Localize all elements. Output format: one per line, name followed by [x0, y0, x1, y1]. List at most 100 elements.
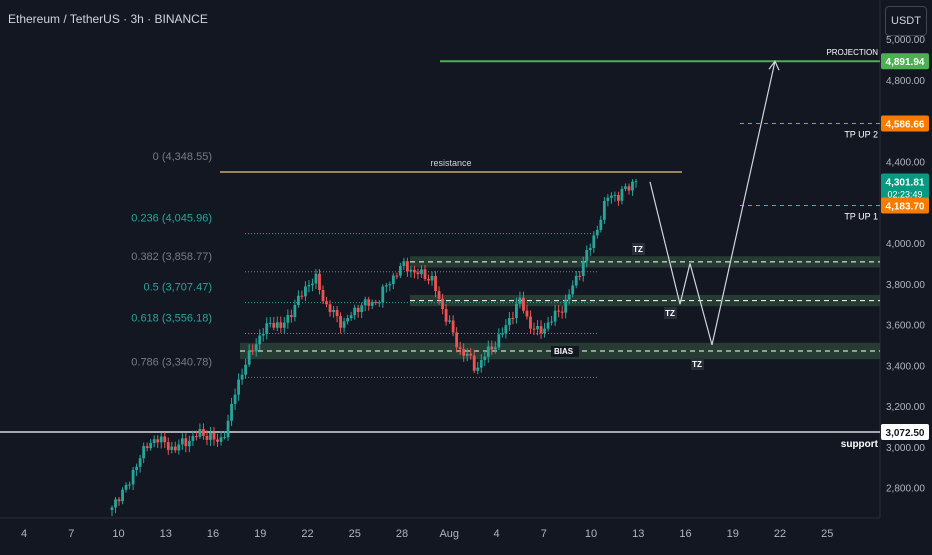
candle-body: [539, 326, 543, 334]
tz-label-bg: [691, 358, 704, 370]
candle-body: [522, 297, 525, 311]
candle-body: [307, 285, 311, 287]
candle-body: [268, 322, 272, 324]
candle-body: [497, 334, 501, 348]
y-tick-label: 2,800.00: [886, 484, 925, 495]
candle-body: [483, 356, 487, 361]
x-tick-label: 4: [493, 528, 499, 540]
candle-body: [486, 346, 490, 357]
candle-body: [437, 291, 441, 299]
candle-body: [212, 432, 216, 440]
candle-body: [588, 248, 592, 251]
candle-body: [349, 315, 353, 319]
tz-label: TZ: [665, 309, 675, 318]
candle-body: [332, 310, 335, 313]
candle-body: [606, 197, 610, 201]
fib-label: 0.236 (4,045.96): [131, 213, 212, 225]
candle-body: [413, 269, 416, 273]
candle-body: [578, 275, 582, 277]
candle-body: [240, 374, 244, 380]
candle-body: [472, 355, 476, 371]
candle-body: [363, 299, 367, 306]
candle-body: [353, 307, 357, 316]
candle-body: [602, 200, 606, 220]
candle-body: [289, 315, 293, 318]
projection-arrow-icon: [768, 60, 780, 71]
candle-body: [553, 310, 557, 322]
candle-body: [416, 272, 420, 275]
candle-body: [138, 458, 142, 467]
y-tick-label: 3,600.00: [886, 321, 925, 332]
y-tick-label: 5,000.00: [886, 35, 925, 46]
candle-body: [511, 318, 515, 320]
candle-body: [493, 347, 497, 350]
y-tick-label: 3,000.00: [886, 443, 925, 454]
candle-body: [233, 394, 237, 404]
candle-body: [536, 326, 539, 330]
candle-body: [567, 294, 571, 300]
price-badge-label: 4,586.66: [886, 119, 925, 130]
candle-body: [507, 318, 511, 326]
price-badge: [881, 424, 929, 441]
candle-body: [166, 442, 170, 450]
candle-body: [398, 266, 402, 276]
candle-body: [187, 440, 191, 447]
x-tick-label: 22: [301, 528, 313, 540]
candle-body: [318, 273, 321, 291]
candle-body: [585, 250, 589, 262]
currency-button[interactable]: USDT: [885, 6, 927, 36]
candle-body: [504, 325, 508, 334]
candle-body: [609, 195, 613, 198]
candle-body: [128, 484, 131, 486]
candle-body: [279, 322, 283, 328]
candle-body: [500, 333, 504, 335]
projection-path: [649, 61, 776, 346]
candle-body: [444, 308, 448, 322]
x-tick-label: 25: [821, 528, 833, 540]
candle-body: [620, 188, 624, 201]
tz-label-bg: [664, 307, 677, 319]
candle-body: [142, 446, 146, 459]
price-badge-label: 3,072.50: [886, 428, 925, 439]
candle-body: [272, 322, 276, 328]
candle-body: [117, 499, 121, 502]
candle-body: [441, 298, 444, 309]
candle-body: [423, 269, 427, 279]
x-tick-label: 7: [68, 528, 74, 540]
candle-body: [170, 446, 174, 450]
candle-body: [314, 273, 318, 284]
candle-body: [624, 186, 627, 189]
candle-body: [145, 446, 149, 449]
candle-body: [574, 275, 578, 286]
tz-label: TZ: [692, 360, 702, 369]
candle-body: [230, 403, 233, 421]
candle-body: [177, 444, 181, 451]
candle-body: [237, 379, 241, 395]
candle-body: [360, 305, 364, 313]
candle-body: [374, 301, 378, 303]
fib-label: 0.382 (3,858.77): [131, 251, 212, 263]
candle-body: [550, 321, 553, 323]
candle-body: [525, 310, 529, 317]
fib-label: 0.618 (3,556.18): [131, 312, 212, 324]
x-tick-label: 13: [632, 528, 644, 540]
candle-body: [325, 301, 328, 305]
support-label: support: [841, 439, 879, 450]
candle-body: [219, 437, 223, 442]
candle-body: [546, 322, 550, 329]
candle-body: [293, 304, 297, 318]
symbol-title: Ethereum / TetherUS · 3h · BINANCE: [8, 12, 208, 26]
y-tick-label: 4,400.00: [886, 157, 925, 168]
candle-body: [420, 269, 423, 275]
price-badge-label: 4,891.94: [886, 57, 925, 68]
candle-body: [543, 328, 546, 334]
candle-body: [384, 285, 388, 287]
candle-body: [216, 439, 219, 442]
candle-body: [135, 466, 139, 470]
candle-body: [149, 442, 153, 449]
candle-body: [346, 318, 350, 322]
candle-body: [282, 322, 286, 328]
tz-label: TZ: [633, 245, 643, 254]
